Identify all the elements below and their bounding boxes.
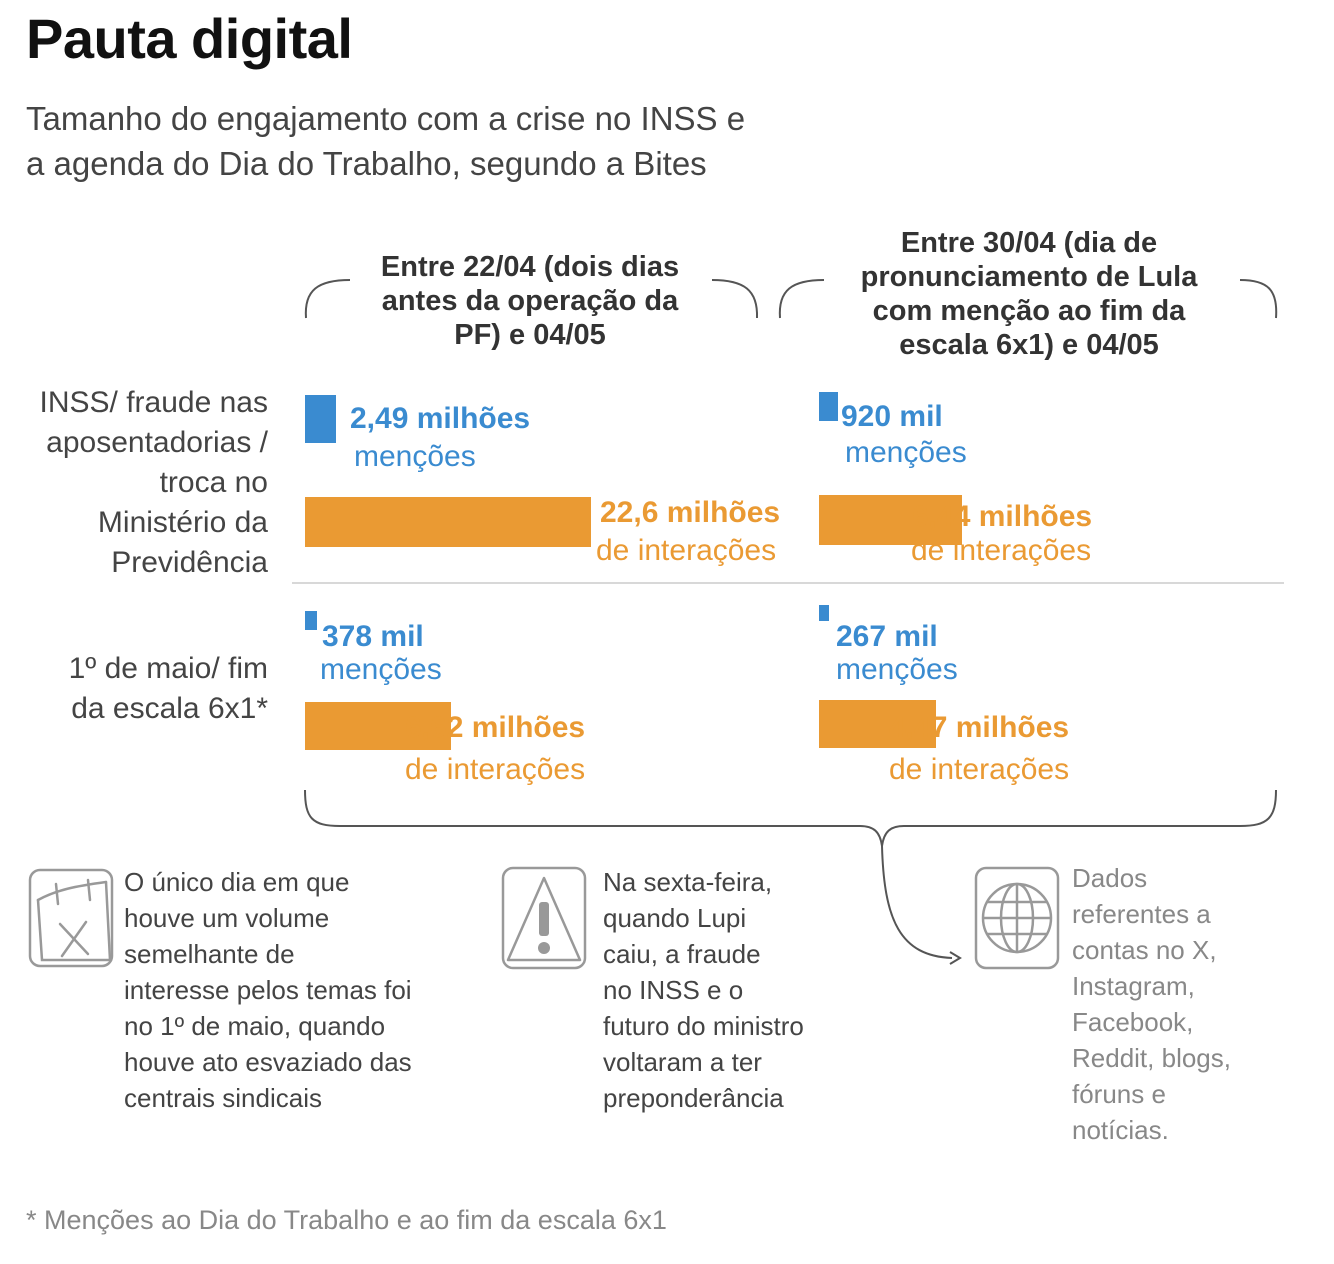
warning-icon <box>501 866 587 970</box>
globe-icon <box>974 866 1060 970</box>
label-interactions-maio-period1: 6,62 milhões <box>405 711 586 744</box>
bar-mentions-maio-period1 <box>305 611 317 630</box>
bar-interactions-maio-period1 <box>305 702 451 750</box>
bar-mentions-maio-period2 <box>819 605 829 621</box>
chart-title: Pauta digital <box>26 7 353 70</box>
left-column-bracket <box>304 279 351 319</box>
label-mentions-inss-period2: 920 mil <box>841 400 943 433</box>
label-interactions-inss-period2: 6,44 milhões <box>912 500 1093 533</box>
note-data-sources: Dados referentes a contas no X, Instagra… <box>1072 863 1231 1145</box>
bar-interactions-inss-period2 <box>819 495 962 545</box>
unit-mentions-inss-period2: menções <box>845 436 967 469</box>
unit-mentions-inss-period1: menções <box>354 440 476 473</box>
bar-mentions-inss-period1 <box>305 395 336 443</box>
column-header-1: Entre 22/04 (dois dias antes da operação… <box>380 251 680 351</box>
label-mentions-inss-period1: 2,49 milhões <box>350 402 531 435</box>
note-lupi: Na sexta-feira, quando Lupi caiu, a frau… <box>603 867 804 1113</box>
calendar-x-icon <box>28 868 114 968</box>
bar-interactions-maio-period2 <box>819 700 936 748</box>
column-header-2: Entre 30/04 (dia de pronunciamento de Lu… <box>860 227 1198 361</box>
label-interactions-inss-period1: 22,6 milhões <box>600 496 781 529</box>
unit-interactions-inss-period1: de interações <box>596 534 777 567</box>
bar-interactions-inss-period1 <box>305 497 591 547</box>
bar-mentions-inss-period2 <box>819 392 838 421</box>
arrow-to-globe <box>881 845 953 959</box>
note-1-maio: O único dia em que houve um volume semel… <box>124 867 412 1113</box>
row-label-inss: INSS/ fraude nas aposentadorias / troca … <box>39 386 268 579</box>
label-interactions-maio-period2: 4,47 milhões <box>889 711 1070 744</box>
subtitle-line-1: Tamanho do engajamento com a crise no IN… <box>26 100 746 137</box>
label-mentions-maio-period1: 378 mil <box>322 620 424 653</box>
unit-interactions-maio-period1: de interações <box>405 753 586 786</box>
unit-mentions-maio-period2: menções <box>836 653 958 686</box>
unit-interactions-maio-period2: de interações <box>889 753 1070 786</box>
unit-interactions-inss-period2: de interações <box>911 534 1092 567</box>
subtitle-line-2: a agenda do Dia do Trabalho, segundo a B… <box>26 145 707 182</box>
label-mentions-maio-period2: 267 mil <box>836 620 938 653</box>
bottom-brace <box>304 789 1277 847</box>
footnote: * Menções ao Dia do Trabalho e ao fim da… <box>26 1205 667 1235</box>
row-label-1-maio: 1º de maio/ fim da escala 6x1* <box>68 652 268 725</box>
right-column-bracket <box>778 279 825 319</box>
arrow-head <box>949 951 962 965</box>
unit-mentions-maio-period1: menções <box>320 653 442 686</box>
